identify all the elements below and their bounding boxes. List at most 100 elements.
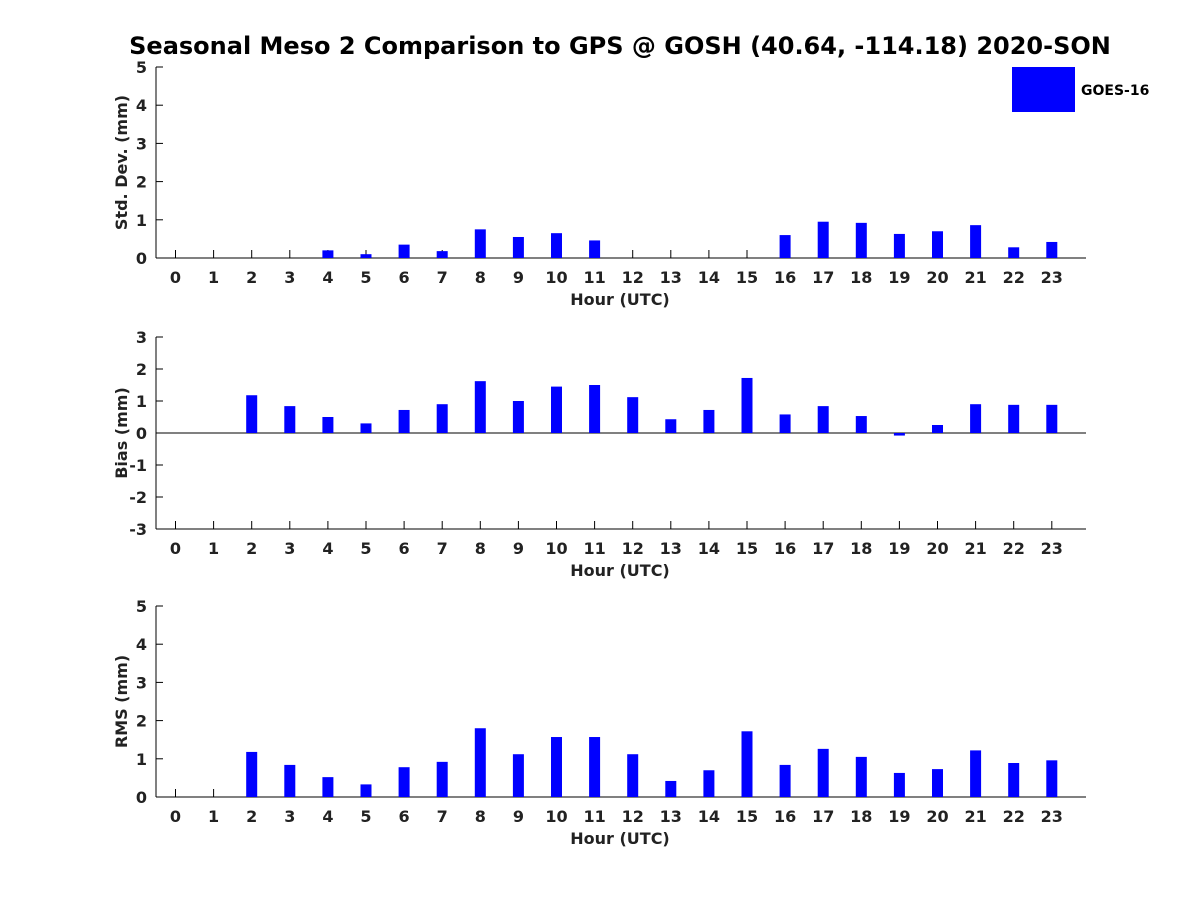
y-tick-label: -3: [129, 520, 147, 539]
x-tick-label: 21: [964, 807, 986, 826]
x-tick-label: 22: [1003, 539, 1025, 558]
x-tick-label: 1: [208, 268, 219, 287]
bar-hour-15: [741, 377, 753, 433]
bar-hour-20: [932, 425, 943, 433]
x-tick-label: 3: [284, 539, 295, 558]
bar-hour-17: [817, 406, 829, 433]
bar-hour-6: [398, 409, 410, 433]
x-tick-label: 11: [583, 807, 605, 826]
x-tick-label: 20: [926, 539, 948, 558]
x-tick-label: 3: [284, 268, 295, 287]
bar-hour-5: [360, 423, 372, 433]
bar-hour-7: [436, 251, 448, 258]
bar-hour-13: [665, 419, 677, 433]
bar-hour-8: [474, 381, 486, 433]
x-tick-label: 17: [812, 539, 834, 558]
bar-hour-5: [360, 254, 372, 258]
x-axis-label: Hour (UTC): [570, 829, 670, 848]
chart-title: Seasonal Meso 2 Comparison to GPS @ GOSH…: [129, 32, 1111, 60]
x-tick-label: 10: [545, 539, 567, 558]
y-tick-label: 0: [136, 249, 147, 268]
y-tick-label: 5: [136, 597, 147, 616]
bar-hour-19: [893, 233, 905, 258]
legend-swatch: [1012, 67, 1075, 112]
bar-hour-23: [1046, 241, 1058, 258]
x-tick-label: 8: [475, 268, 486, 287]
bar-hour-13: [665, 780, 677, 797]
x-tick-label: 10: [545, 807, 567, 826]
x-tick-label: 12: [622, 807, 644, 826]
y-axis-label: Bias (mm): [112, 387, 131, 479]
y-tick-label: 1: [136, 211, 147, 230]
x-tick-label: 15: [736, 268, 758, 287]
x-tick-label: 4: [322, 268, 333, 287]
bar-hour-19: [893, 772, 905, 797]
x-tick-label: 17: [812, 807, 834, 826]
x-tick-label: 6: [399, 539, 410, 558]
bar-hour-10: [551, 737, 562, 797]
x-tick-label: 11: [583, 539, 605, 558]
bar-hour-21: [970, 404, 982, 433]
x-tick-label: 1: [208, 539, 219, 558]
x-tick-label: 16: [774, 539, 796, 558]
legend: GOES-16: [1012, 67, 1149, 112]
bar-hour-8: [474, 728, 486, 797]
y-tick-label: 0: [136, 424, 147, 443]
x-tick-label: 13: [660, 539, 682, 558]
x-tick-label: 13: [660, 268, 682, 287]
y-tick-label: -1: [129, 456, 147, 475]
x-tick-label: 8: [475, 539, 486, 558]
x-tick-label: 7: [437, 268, 448, 287]
bar-hour-18: [855, 222, 867, 258]
bar-hour-6: [398, 767, 410, 797]
x-tick-label: 5: [360, 539, 371, 558]
bar-hour-19: [893, 433, 905, 436]
x-tick-label: 2: [246, 268, 257, 287]
bar-hour-8: [474, 229, 486, 258]
y-tick-label: -2: [129, 488, 147, 507]
bar-hour-18: [855, 756, 867, 797]
bar-hour-20: [932, 769, 943, 797]
bar-hour-4: [322, 777, 334, 797]
x-tick-label: 14: [698, 807, 720, 826]
x-tick-label: 3: [284, 807, 295, 826]
legend-label: GOES-16: [1081, 83, 1149, 99]
x-tick-label: 0: [170, 539, 181, 558]
x-tick-label: 5: [360, 807, 371, 826]
x-tick-label: 19: [888, 807, 910, 826]
y-tick-label: 0: [136, 788, 147, 807]
x-tick-label: 11: [583, 268, 605, 287]
x-tick-label: 14: [698, 539, 720, 558]
x-tick-label: 20: [926, 807, 948, 826]
y-tick-label: 1: [136, 750, 147, 769]
x-tick-label: 23: [1041, 268, 1063, 287]
bar-hour-3: [284, 764, 296, 797]
x-tick-label: 6: [399, 807, 410, 826]
x-tick-label: 9: [513, 539, 524, 558]
y-tick-label: 3: [136, 328, 147, 347]
bar-hour-15: [741, 731, 753, 797]
bar-hour-4: [322, 417, 334, 433]
bar-hour-5: [360, 784, 372, 797]
bar-hour-9: [512, 236, 524, 258]
x-axis-label: Hour (UTC): [570, 290, 670, 309]
x-tick-label: 0: [170, 807, 181, 826]
x-tick-label: 13: [660, 807, 682, 826]
bar-hour-4: [322, 250, 334, 258]
bar-hour-20: [932, 231, 943, 258]
x-tick-label: 18: [850, 268, 872, 287]
y-tick-label: 3: [136, 673, 147, 692]
x-tick-label: 9: [513, 268, 524, 287]
x-tick-label: 22: [1003, 807, 1025, 826]
bar-hour-22: [1008, 763, 1020, 797]
bar-hour-11: [589, 240, 601, 258]
x-tick-label: 21: [964, 539, 986, 558]
bar-hour-11: [589, 385, 601, 433]
bar-hour-9: [512, 401, 524, 433]
x-tick-label: 23: [1041, 807, 1063, 826]
y-tick-label: 2: [136, 360, 147, 379]
